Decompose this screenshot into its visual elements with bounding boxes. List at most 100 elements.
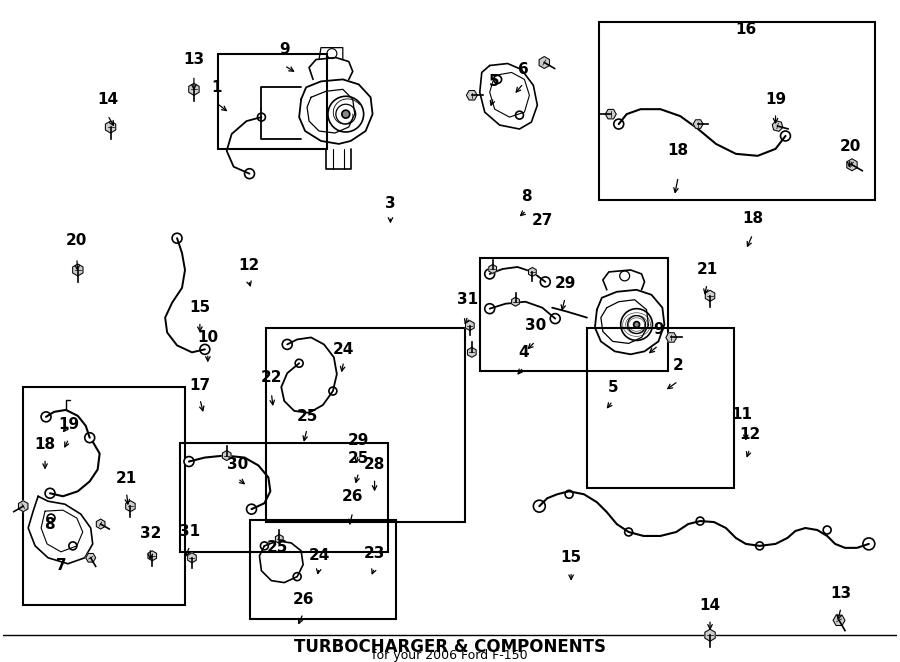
Circle shape xyxy=(342,110,350,118)
Polygon shape xyxy=(706,291,715,301)
Circle shape xyxy=(47,514,55,522)
Polygon shape xyxy=(467,348,476,357)
Polygon shape xyxy=(222,451,231,461)
Circle shape xyxy=(283,340,293,350)
Text: 13: 13 xyxy=(184,52,204,67)
Polygon shape xyxy=(86,553,95,562)
Polygon shape xyxy=(539,56,549,68)
Text: 13: 13 xyxy=(831,586,851,601)
Circle shape xyxy=(41,412,51,422)
Circle shape xyxy=(516,111,524,119)
Text: 1: 1 xyxy=(212,80,222,95)
Text: 4: 4 xyxy=(518,345,529,360)
Text: 26: 26 xyxy=(292,592,314,607)
Text: 19: 19 xyxy=(765,92,786,107)
Circle shape xyxy=(172,233,182,243)
Text: 8: 8 xyxy=(44,516,54,532)
Text: 27: 27 xyxy=(532,213,553,228)
Text: 29: 29 xyxy=(554,276,576,291)
Circle shape xyxy=(756,542,763,550)
Bar xyxy=(218,54,327,149)
Text: 14: 14 xyxy=(699,598,721,613)
Text: 10: 10 xyxy=(197,330,219,345)
Polygon shape xyxy=(19,500,28,512)
Text: 29: 29 xyxy=(348,433,369,448)
Circle shape xyxy=(863,538,875,550)
Polygon shape xyxy=(606,109,616,119)
Polygon shape xyxy=(511,297,519,307)
Circle shape xyxy=(260,542,268,550)
Text: 25: 25 xyxy=(348,451,369,466)
Text: 32: 32 xyxy=(140,526,161,542)
Polygon shape xyxy=(105,121,116,133)
Bar xyxy=(598,22,875,201)
Text: 7: 7 xyxy=(56,558,67,573)
Text: 25: 25 xyxy=(266,540,288,555)
Polygon shape xyxy=(275,534,284,544)
Text: 16: 16 xyxy=(735,23,756,37)
Bar xyxy=(180,443,389,552)
Circle shape xyxy=(550,314,560,324)
Text: 6: 6 xyxy=(518,62,529,77)
Circle shape xyxy=(540,277,550,287)
Circle shape xyxy=(45,489,55,498)
Text: 28: 28 xyxy=(364,457,385,472)
Text: 30: 30 xyxy=(525,318,546,333)
Polygon shape xyxy=(148,551,157,561)
Text: 14: 14 xyxy=(97,92,118,107)
Polygon shape xyxy=(465,320,474,330)
Circle shape xyxy=(328,387,337,395)
Circle shape xyxy=(565,491,573,498)
Text: 23: 23 xyxy=(364,546,385,561)
Text: 3: 3 xyxy=(385,196,396,211)
Text: 17: 17 xyxy=(189,377,211,393)
Bar xyxy=(266,328,465,522)
Circle shape xyxy=(200,344,210,354)
Circle shape xyxy=(634,322,640,328)
Text: 15: 15 xyxy=(189,300,211,315)
Circle shape xyxy=(245,169,255,179)
Text: 9: 9 xyxy=(653,322,663,337)
Text: 31: 31 xyxy=(179,524,201,540)
Text: 21: 21 xyxy=(697,262,717,277)
Polygon shape xyxy=(96,519,105,529)
Circle shape xyxy=(614,119,624,129)
Text: TURBOCHARGER & COMPONENTS: TURBOCHARGER & COMPONENTS xyxy=(294,638,606,656)
Polygon shape xyxy=(833,615,845,626)
Bar xyxy=(249,520,396,620)
Text: 18: 18 xyxy=(668,144,688,158)
Text: 5: 5 xyxy=(489,74,499,89)
Text: 11: 11 xyxy=(732,407,752,422)
Circle shape xyxy=(485,269,495,279)
Text: 20: 20 xyxy=(840,140,860,154)
Text: 22: 22 xyxy=(261,369,282,385)
Circle shape xyxy=(494,75,501,83)
Text: 24: 24 xyxy=(333,342,355,357)
Circle shape xyxy=(247,504,256,514)
Polygon shape xyxy=(489,265,497,273)
Text: 26: 26 xyxy=(342,489,364,504)
Polygon shape xyxy=(847,159,857,171)
Text: 21: 21 xyxy=(116,471,137,486)
Polygon shape xyxy=(189,83,199,95)
Polygon shape xyxy=(693,120,703,128)
Bar xyxy=(480,258,669,371)
Circle shape xyxy=(485,304,495,314)
Text: 15: 15 xyxy=(561,550,581,565)
Circle shape xyxy=(293,573,302,581)
Polygon shape xyxy=(772,120,783,131)
Text: 12: 12 xyxy=(238,258,259,273)
Text: 31: 31 xyxy=(457,292,479,307)
Text: 24: 24 xyxy=(309,548,329,563)
Circle shape xyxy=(257,113,266,121)
Circle shape xyxy=(534,500,545,512)
Polygon shape xyxy=(528,267,536,277)
Text: 20: 20 xyxy=(66,232,87,248)
Circle shape xyxy=(780,131,790,141)
Polygon shape xyxy=(73,264,83,276)
Bar xyxy=(587,328,734,489)
Text: 2: 2 xyxy=(673,357,684,373)
Polygon shape xyxy=(666,333,677,342)
Circle shape xyxy=(85,433,94,443)
Text: 12: 12 xyxy=(739,427,760,442)
